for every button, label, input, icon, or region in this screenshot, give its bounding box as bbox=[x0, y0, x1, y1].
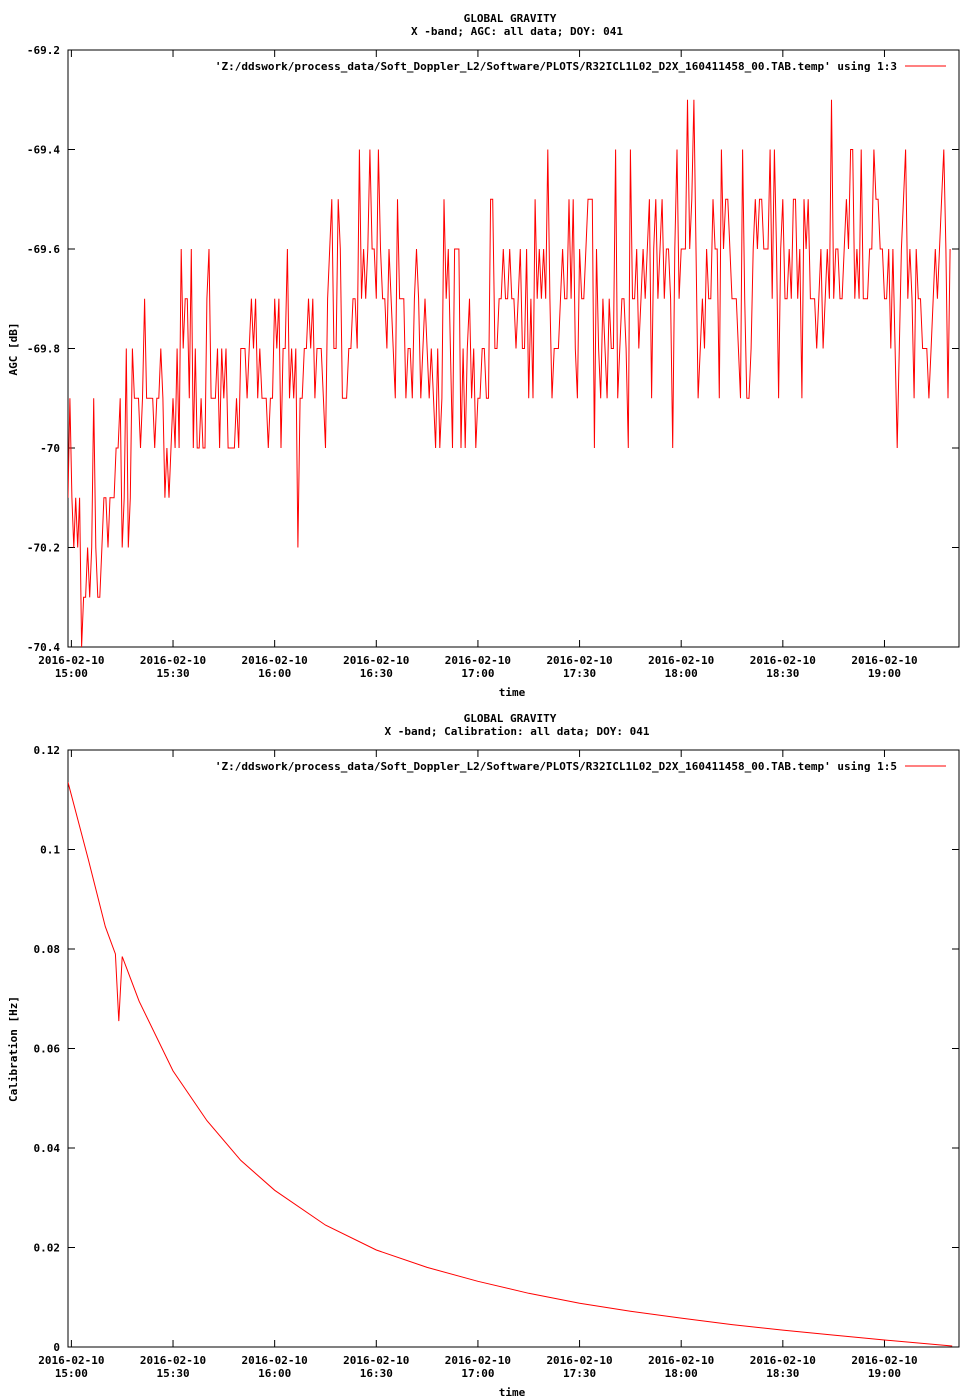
y-tick-label: 0.04 bbox=[34, 1142, 61, 1155]
x-tick-time-label: 19:00 bbox=[868, 1367, 901, 1380]
y-tick-label: -69.4 bbox=[27, 144, 60, 157]
x-tick-date-label: 2016-02-10 bbox=[140, 1354, 206, 1367]
y-tick-label: -69.2 bbox=[27, 44, 60, 57]
x-tick-date-label: 2016-02-10 bbox=[343, 1354, 409, 1367]
y-tick-label: -69.8 bbox=[27, 343, 60, 356]
y-tick-label: 0.02 bbox=[34, 1242, 61, 1255]
x-axis-label: time bbox=[499, 686, 526, 699]
series-clip bbox=[68, 782, 953, 1347]
x-tick-time-label: 17:00 bbox=[461, 667, 494, 680]
x-tick-time-label: 18:30 bbox=[766, 1367, 799, 1380]
series-clip bbox=[68, 99, 953, 647]
plot-frame bbox=[67, 749, 960, 1348]
y-tick-label: 0.06 bbox=[34, 1043, 61, 1056]
y-tick-label: 0 bbox=[53, 1341, 60, 1354]
x-tick-date-label: 2016-02-10 bbox=[546, 1354, 612, 1367]
x-tick-time-label: 18:00 bbox=[665, 667, 698, 680]
y-ticks: -69.2 -69.4 -69.6 -69.8 -70 -70.2 -70.4 bbox=[27, 44, 959, 654]
y-tick-label: 0.08 bbox=[34, 943, 61, 956]
x-tick-time-label: 15:00 bbox=[55, 667, 88, 680]
y-tick-label: -70.2 bbox=[27, 542, 60, 555]
calibration-chart: GLOBAL GRAVITY X -band; Calibration: all… bbox=[7, 712, 960, 1399]
x-tick-date-label: 2016-02-10 bbox=[851, 1354, 917, 1367]
x-tick-time-label: 17:30 bbox=[563, 667, 596, 680]
x-tick-date-label: 2016-02-10 bbox=[648, 1354, 714, 1367]
y-ticks: 0.12 0.1 0.08 0.06 0.04 0.02 0 bbox=[34, 744, 959, 1354]
series-line bbox=[68, 782, 953, 1347]
chart-subtitle: X -band; AGC: all data; DOY: 041 bbox=[411, 25, 623, 38]
x-tick-date-label: 2016-02-10 bbox=[38, 1354, 104, 1367]
x-tick-date-label: 2016-02-10 bbox=[648, 654, 714, 667]
y-tick-label: -70 bbox=[40, 442, 60, 455]
y-tick-label: -69.6 bbox=[27, 243, 60, 256]
x-tick-date-label: 2016-02-10 bbox=[242, 1354, 308, 1367]
x-tick-date-label: 2016-02-10 bbox=[343, 654, 409, 667]
x-tick-date-label: 2016-02-10 bbox=[445, 654, 511, 667]
y-axis-label: AGC [dB] bbox=[7, 323, 20, 376]
x-tick-date-label: 2016-02-10 bbox=[750, 654, 816, 667]
legend-label: 'Z:/ddswork/process_data/Soft_Doppler_L2… bbox=[215, 760, 897, 773]
x-tick-time-label: 15:30 bbox=[156, 667, 189, 680]
series-line bbox=[68, 99, 951, 647]
y-tick-label: 0.12 bbox=[34, 744, 61, 757]
x-tick-date-label: 2016-02-10 bbox=[851, 654, 917, 667]
x-tick-time-label: 17:00 bbox=[461, 1367, 494, 1380]
x-ticks: 2016-02-1015:002016-02-1015:302016-02-10… bbox=[38, 750, 918, 1380]
legend-label: 'Z:/ddswork/process_data/Soft_Doppler_L2… bbox=[215, 60, 897, 73]
x-tick-time-label: 18:30 bbox=[766, 667, 799, 680]
chart-title: GLOBAL GRAVITY bbox=[464, 712, 557, 725]
agc-chart: GLOBAL GRAVITY X -band; AGC: all data; D… bbox=[7, 12, 960, 699]
series-group bbox=[68, 782, 953, 1347]
x-tick-time-label: 18:00 bbox=[665, 1367, 698, 1380]
x-tick-date-label: 2016-02-10 bbox=[445, 1354, 511, 1367]
x-tick-time-label: 15:30 bbox=[156, 1367, 189, 1380]
x-tick-time-label: 16:00 bbox=[258, 667, 291, 680]
x-tick-time-label: 16:00 bbox=[258, 1367, 291, 1380]
x-tick-time-label: 16:30 bbox=[360, 667, 393, 680]
x-ticks: 2016-02-1015:002016-02-1015:302016-02-10… bbox=[38, 50, 918, 680]
x-tick-date-label: 2016-02-10 bbox=[546, 654, 612, 667]
x-tick-date-label: 2016-02-10 bbox=[750, 1354, 816, 1367]
x-tick-time-label: 17:30 bbox=[563, 1367, 596, 1380]
chart-title: GLOBAL GRAVITY bbox=[464, 12, 557, 25]
y-axis-label: Calibration [Hz] bbox=[7, 996, 20, 1102]
plot-frame bbox=[67, 49, 960, 648]
x-tick-date-label: 2016-02-10 bbox=[38, 654, 104, 667]
y-tick-label: -70.4 bbox=[27, 641, 60, 654]
series-group bbox=[68, 99, 953, 647]
y-tick-label: 0.1 bbox=[40, 844, 60, 857]
chart-subtitle: X -band; Calibration: all data; DOY: 041 bbox=[385, 725, 650, 738]
x-tick-time-label: 19:00 bbox=[868, 667, 901, 680]
x-tick-date-label: 2016-02-10 bbox=[242, 654, 308, 667]
x-tick-date-label: 2016-02-10 bbox=[140, 654, 206, 667]
x-tick-time-label: 15:00 bbox=[55, 1367, 88, 1380]
x-axis-label: time bbox=[499, 1386, 526, 1399]
x-tick-time-label: 16:30 bbox=[360, 1367, 393, 1380]
